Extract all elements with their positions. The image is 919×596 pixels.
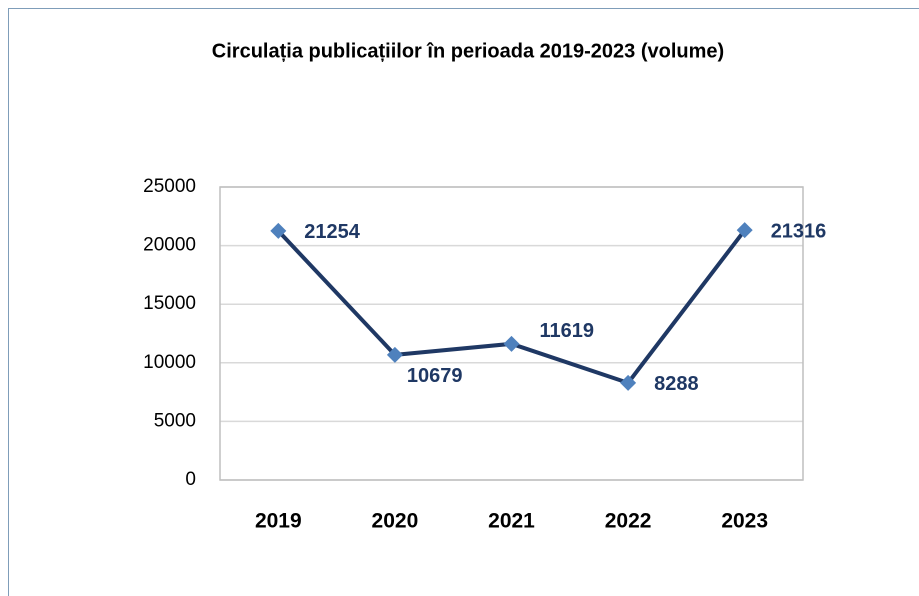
marker (386, 346, 403, 363)
x-tick-label: 2019 (255, 510, 302, 533)
chart-title: Circulația publicațiilor în perioada 201… (212, 40, 724, 62)
marker (620, 374, 637, 391)
data-label: 21316 (771, 220, 827, 242)
marker (736, 222, 753, 239)
y-tick-label: 20000 (143, 235, 196, 256)
marker (503, 335, 520, 352)
data-label: 21254 (304, 221, 360, 243)
x-tick-label: 2023 (721, 510, 768, 533)
marker (270, 222, 287, 239)
chart-frame (8, 8, 919, 596)
x-tick-label: 2020 (372, 510, 419, 533)
data-label: 11619 (540, 320, 595, 342)
y-tick-label: 0 (185, 469, 196, 490)
x-tick-label: 2021 (488, 510, 535, 533)
y-tick-label: 25000 (143, 176, 196, 197)
data-label: 8288 (654, 373, 699, 395)
y-tick-label: 15000 (143, 293, 196, 314)
plot-border (219, 186, 804, 481)
data-label: 10679 (407, 365, 463, 387)
y-tick-label: 5000 (154, 410, 196, 431)
y-tick-label: 10000 (143, 352, 196, 373)
x-tick-label: 2022 (605, 510, 652, 533)
